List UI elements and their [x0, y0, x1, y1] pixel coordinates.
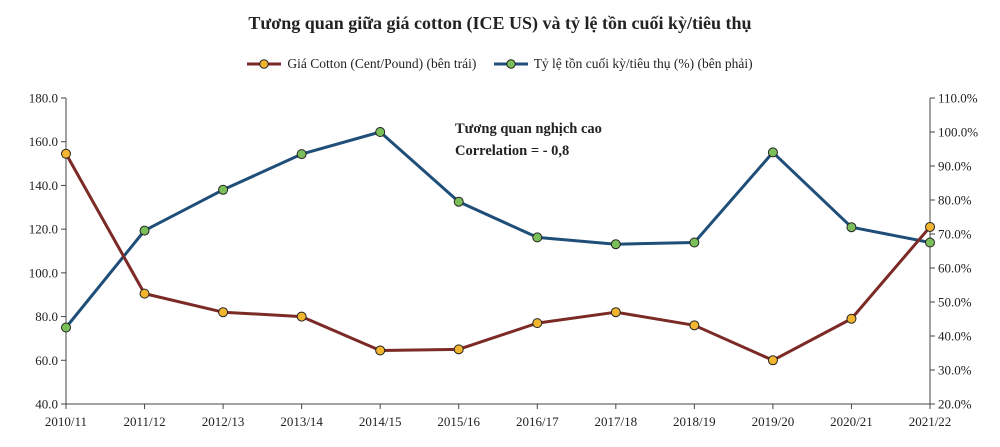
y-left-tick-label: 120.0	[29, 222, 58, 237]
x-tick-label: 2019/20	[752, 414, 795, 429]
x-tick-label: 2010/11	[45, 414, 87, 429]
data-point-stock-ratio	[61, 322, 71, 333]
series-lines	[64, 130, 932, 362]
legend: Giá Cotton (Cent/Pound) (bên trái) Tỷ lệ…	[0, 56, 1000, 74]
data-point-cotton-price	[689, 320, 700, 331]
x-tick-label: 2012/13	[202, 414, 245, 429]
x-tick-label: 2015/16	[437, 414, 480, 429]
annotation-correlation-title: Tương quan nghịch cao	[455, 121, 602, 137]
x-tick-label: 2016/17	[516, 414, 559, 429]
y-right-tick-label: 80.0%	[938, 193, 972, 208]
axes: 40.0 60.0 80.0 100.0 120.0 140.0 160.0 180.0 20.…	[29, 91, 979, 430]
x-tick-label: 2013/14	[280, 414, 323, 429]
series-line-cotton-price	[64, 153, 932, 362]
data-point-stock-ratio	[139, 225, 150, 236]
chart-title: Tương quan giữa giá cotton (ICE US) và t…	[248, 13, 752, 33]
y-right-tick-label: 40.0%	[938, 329, 972, 344]
legend-label-stock-ratio: Tỷ lệ tồn cuối kỳ/tiêu thụ (%) (bên phải…	[533, 56, 753, 71]
y-right-tick-label: 50.0%	[938, 295, 972, 310]
y-left-tick-label: 160.0	[29, 134, 58, 149]
data-point-stock-ratio	[375, 127, 386, 137]
data-point-stock-ratio	[296, 149, 307, 160]
data-point-stock-ratio	[846, 222, 857, 233]
data-point-stock-ratio	[218, 184, 229, 195]
y-right-tick-label: 30.0%	[938, 363, 972, 378]
series-markers	[61, 127, 935, 366]
x-tick-label: 2017/18	[595, 414, 638, 429]
y-left-tick-label: 140.0	[29, 178, 58, 193]
legend-swatch-stock-ratio	[493, 58, 528, 70]
data-point-cotton-price	[296, 311, 307, 322]
data-point-stock-ratio	[689, 237, 700, 248]
y-left-tick-label: 180.0	[29, 91, 58, 106]
data-point-cotton-price	[218, 307, 229, 318]
annotation-correlation-value: Correlation = - 0,8	[455, 143, 569, 159]
y-left-tick-label: 80.0	[35, 309, 58, 324]
data-point-cotton-price	[375, 345, 386, 356]
data-point-stock-ratio	[453, 196, 464, 207]
data-point-cotton-price	[139, 288, 150, 299]
y-left-tick-label: 40.0	[35, 397, 58, 412]
x-tick-label: 2020/21	[830, 414, 873, 429]
data-point-cotton-price	[453, 344, 464, 355]
y-left-tick-label: 100.0	[29, 265, 58, 280]
data-point-cotton-price	[532, 318, 543, 329]
data-point-stock-ratio	[925, 237, 935, 248]
y-right-tick-label: 110.0%	[938, 91, 978, 106]
y-left-tick-label: 60.0	[35, 353, 58, 368]
legend-swatch-cotton-price	[247, 58, 282, 70]
legend-label-cotton-price: Giá Cotton (Cent/Pound) (bên trái)	[287, 56, 477, 71]
data-point-cotton-price	[846, 313, 857, 324]
y-right-tick-label: 20.0%	[938, 397, 972, 412]
y-right-tick-label: 90.0%	[938, 159, 972, 174]
x-tick-label: 2018/19	[673, 414, 716, 429]
data-point-stock-ratio	[532, 232, 543, 243]
data-point-stock-ratio	[610, 239, 621, 250]
x-tick-label: 2021/22	[909, 414, 952, 429]
data-point-cotton-price	[61, 148, 71, 159]
data-point-cotton-price	[767, 355, 778, 366]
legend-item-stock-ratio: Tỷ lệ tồn cuối kỳ/tiêu thụ (%) (bên phải…	[493, 56, 753, 72]
x-tick-label: 2011/12	[123, 414, 165, 429]
y-right-tick-label: 70.0%	[938, 227, 972, 242]
x-tick-label: 2014/15	[359, 414, 402, 429]
legend-item-cotton-price: Giá Cotton (Cent/Pound) (bên trái)	[247, 56, 476, 72]
data-point-cotton-price	[925, 221, 935, 232]
y-right-tick-label: 60.0%	[938, 261, 972, 276]
series-line-stock-ratio	[64, 130, 931, 329]
data-point-stock-ratio	[767, 147, 778, 158]
data-point-cotton-price	[610, 307, 621, 318]
y-right-tick-label: 100.0%	[938, 125, 978, 140]
